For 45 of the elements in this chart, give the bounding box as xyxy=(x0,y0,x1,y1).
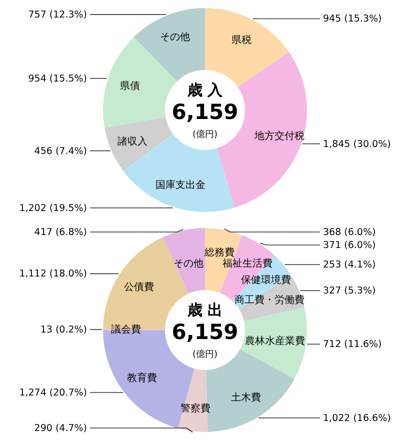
data-label: 13 (0.2%) xyxy=(40,324,87,336)
data-label: 1,112 (18.0%) xyxy=(19,268,87,280)
data-label: 1,022 (16.6%) xyxy=(323,412,391,424)
donut-slice xyxy=(134,8,205,82)
donut-slice xyxy=(205,228,242,293)
text: 歳 出 xyxy=(186,301,223,319)
slice-label: その他 xyxy=(173,257,204,270)
slice-label: 諸収入 xyxy=(117,135,148,148)
slice-label: 県税 xyxy=(232,34,252,46)
data-label: 417 (6.8%) xyxy=(34,227,87,238)
data-label: 371 (6.0%) xyxy=(323,240,376,251)
slice-label: その他 xyxy=(160,30,190,43)
slice-label: 議会費 xyxy=(111,324,141,336)
data-label: 368 (6.0%) xyxy=(323,227,376,238)
slice-label: 農林水産業費 xyxy=(244,334,305,347)
slice-label: 警察費 xyxy=(180,402,210,414)
data-label: 1,202 (19.5%) xyxy=(19,202,87,214)
donut-slice xyxy=(240,307,307,380)
slice-label: 保健環境費 xyxy=(241,274,292,286)
slice-label: 福祉生活費 xyxy=(222,257,272,270)
data-label: 954 (15.5%) xyxy=(28,73,87,84)
slice-label: 公債費 xyxy=(124,280,154,293)
donut-slice xyxy=(104,116,173,171)
data-label: 327 (5.3%) xyxy=(323,286,376,297)
data-label: 253 (4.1%) xyxy=(323,260,376,271)
slice-label: 教育費 xyxy=(127,372,158,384)
text: 歳 入 xyxy=(186,81,224,99)
text: (億円) xyxy=(192,129,218,140)
data-label: 757 (12.3%) xyxy=(28,10,87,21)
slice-label: 県債 xyxy=(120,80,140,92)
donut-slice xyxy=(162,228,205,294)
data-label: 712 (11.6%) xyxy=(323,339,382,350)
text: 6,159 xyxy=(172,320,238,344)
data-label: 456 (7.4%) xyxy=(34,146,87,157)
text: 6,159 xyxy=(172,100,238,124)
data-label: 1,845 (30.0%) xyxy=(323,138,391,150)
slice-label: 国庫支出金 xyxy=(155,179,206,192)
text: (億円) xyxy=(192,349,218,360)
data-label: 1,274 (20.7%) xyxy=(19,388,87,399)
slice-label: 総務費 xyxy=(204,246,235,258)
slice-label: 商工費・労働費 xyxy=(234,294,305,306)
data-label: 945 (15.3%) xyxy=(323,14,382,25)
slice-label: 地方交付税 xyxy=(254,130,305,142)
data-label: 290 (4.7%) xyxy=(34,423,87,434)
slice-label: 土木費 xyxy=(231,391,262,404)
